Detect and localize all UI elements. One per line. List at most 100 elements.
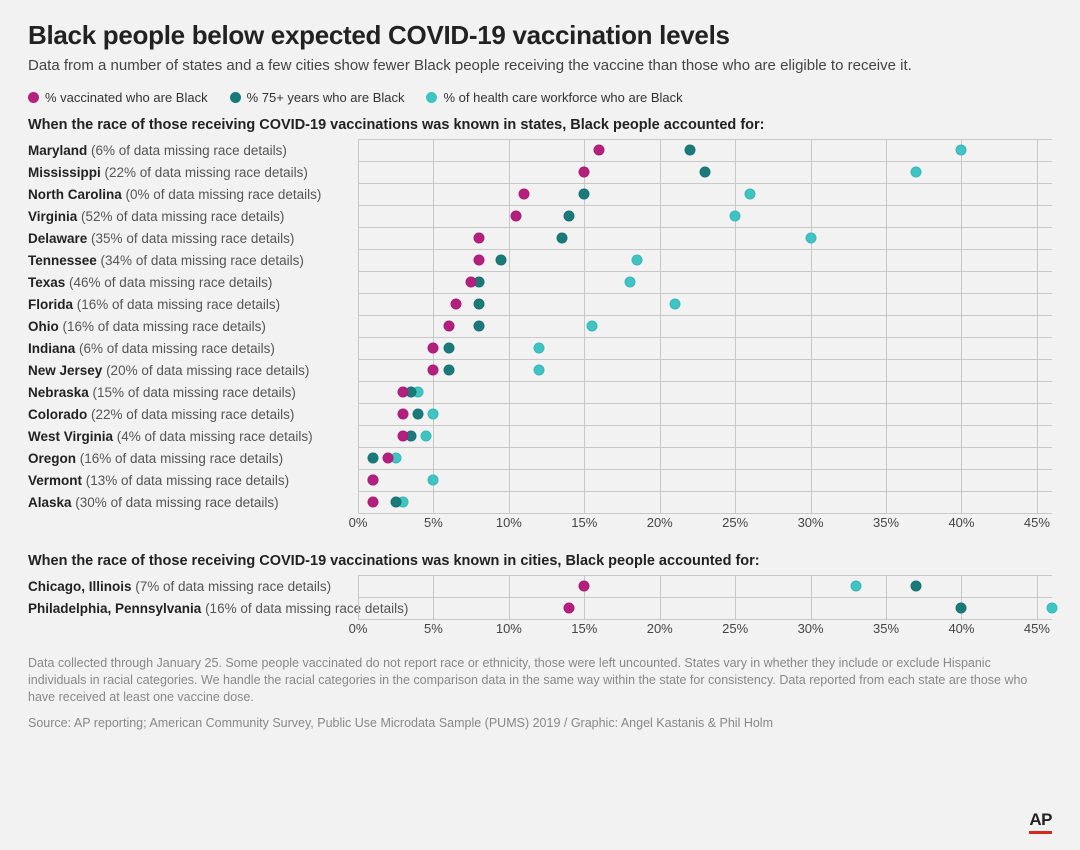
chart-row: North Carolina (0% of data missing race … [28, 183, 1052, 205]
plot-area [358, 575, 1052, 597]
data-point-vaccinated [383, 453, 394, 464]
data-point-vaccinated [579, 581, 590, 592]
row-label: Virginia (52% of data missing race detai… [28, 209, 358, 224]
plot-area [358, 597, 1052, 619]
data-point-healthcare [632, 255, 643, 266]
data-point-healthcare [1047, 603, 1058, 614]
legend-label: % vaccinated who are Black [45, 90, 208, 105]
data-point-elderly [564, 211, 575, 222]
data-point-vaccinated [473, 233, 484, 244]
data-point-vaccinated [368, 497, 379, 508]
chart-states: Maryland (6% of data missing race detail… [28, 139, 1052, 535]
data-point-elderly [368, 453, 379, 464]
data-point-elderly [443, 343, 454, 354]
axis-tick: 45% [1024, 621, 1050, 636]
legend-item: % 75+ years who are Black [230, 90, 405, 105]
chart-row: New Jersey (20% of data missing race det… [28, 359, 1052, 381]
chart-row: Chicago, Illinois (7% of data missing ra… [28, 575, 1052, 597]
axis-tick: 25% [722, 515, 748, 530]
data-point-elderly [473, 321, 484, 332]
data-point-healthcare [730, 211, 741, 222]
chart-row: Philadelphia, Pennsylvania (16% of data … [28, 597, 1052, 619]
plot-area [358, 359, 1052, 381]
data-point-elderly [443, 365, 454, 376]
data-point-healthcare [420, 431, 431, 442]
data-point-vaccinated [398, 409, 409, 420]
plot-area [358, 271, 1052, 293]
x-axis: 0%5%10%15%20%25%30%35%40%45% [358, 619, 1052, 641]
legend: % vaccinated who are Black % 75+ years wh… [28, 90, 1052, 105]
data-point-vaccinated [473, 255, 484, 266]
chart-row: Vermont (13% of data missing race detail… [28, 469, 1052, 491]
data-point-elderly [700, 167, 711, 178]
plot-area [358, 403, 1052, 425]
chart-row: Ohio (16% of data missing race details) [28, 315, 1052, 337]
chart-title: Black people below expected COVID-19 vac… [28, 20, 1052, 51]
ap-logo: AP [1029, 810, 1052, 834]
chart-row: Mississippi (22% of data missing race de… [28, 161, 1052, 183]
plot-area [358, 183, 1052, 205]
row-label: Maryland (6% of data missing race detail… [28, 143, 358, 158]
section-heading-cities: When the race of those receiving COVID-1… [28, 553, 1052, 569]
data-point-elderly [911, 581, 922, 592]
chart-row: Florida (16% of data missing race detail… [28, 293, 1052, 315]
chart-row: Nebraska (15% of data missing race detai… [28, 381, 1052, 403]
axis-tick: 5% [424, 621, 443, 636]
row-label: Mississippi (22% of data missing race de… [28, 165, 358, 180]
data-point-vaccinated [594, 145, 605, 156]
chart-row: Colorado (22% of data missing race detai… [28, 403, 1052, 425]
plot-area [358, 249, 1052, 271]
legend-label: % of health care workforce who are Black [443, 90, 682, 105]
row-label: Alaska (30% of data missing race details… [28, 495, 358, 510]
plot-area [358, 205, 1052, 227]
section-heading-states: When the race of those receiving COVID-1… [28, 117, 1052, 133]
axis-tick: 0% [349, 621, 368, 636]
axis-tick: 15% [571, 621, 597, 636]
row-label: Philadelphia, Pennsylvania (16% of data … [28, 601, 358, 616]
data-point-elderly [579, 189, 590, 200]
data-point-healthcare [428, 475, 439, 486]
row-label: Oregon (16% of data missing race details… [28, 451, 358, 466]
plot-area [358, 381, 1052, 403]
plot-area [358, 139, 1052, 161]
data-point-vaccinated [511, 211, 522, 222]
plot-area [358, 447, 1052, 469]
data-point-vaccinated [451, 299, 462, 310]
row-label: Nebraska (15% of data missing race detai… [28, 385, 358, 400]
legend-item: % vaccinated who are Black [28, 90, 208, 105]
chart-row: Indiana (6% of data missing race details… [28, 337, 1052, 359]
plot-area [358, 227, 1052, 249]
plot-area [358, 425, 1052, 447]
axis-tick: 35% [873, 515, 899, 530]
axis-tick: 40% [948, 515, 974, 530]
data-point-vaccinated [398, 387, 409, 398]
plot-area [358, 491, 1052, 513]
data-point-healthcare [745, 189, 756, 200]
data-point-healthcare [428, 409, 439, 420]
axis-tick: 45% [1024, 515, 1050, 530]
footnote: Data collected through January 25. Some … [28, 655, 1052, 706]
data-point-healthcare [534, 365, 545, 376]
legend-label: % 75+ years who are Black [247, 90, 405, 105]
data-point-elderly [413, 409, 424, 420]
plot-area [358, 161, 1052, 183]
legend-dot [426, 92, 437, 103]
plot-area [358, 337, 1052, 359]
chart-row: Virginia (52% of data missing race detai… [28, 205, 1052, 227]
axis-tick: 0% [349, 515, 368, 530]
axis-tick: 10% [496, 515, 522, 530]
row-label: Ohio (16% of data missing race details) [28, 319, 358, 334]
data-point-vaccinated [398, 431, 409, 442]
axis-tick: 25% [722, 621, 748, 636]
data-point-elderly [556, 233, 567, 244]
data-point-vaccinated [564, 603, 575, 614]
chart-row: Tennessee (34% of data missing race deta… [28, 249, 1052, 271]
data-point-healthcare [805, 233, 816, 244]
chart-row: Alaska (30% of data missing race details… [28, 491, 1052, 513]
axis-tick: 5% [424, 515, 443, 530]
data-point-elderly [956, 603, 967, 614]
axis-tick: 35% [873, 621, 899, 636]
row-label: Indiana (6% of data missing race details… [28, 341, 358, 356]
data-point-vaccinated [428, 365, 439, 376]
row-label: Texas (46% of data missing race details) [28, 275, 358, 290]
